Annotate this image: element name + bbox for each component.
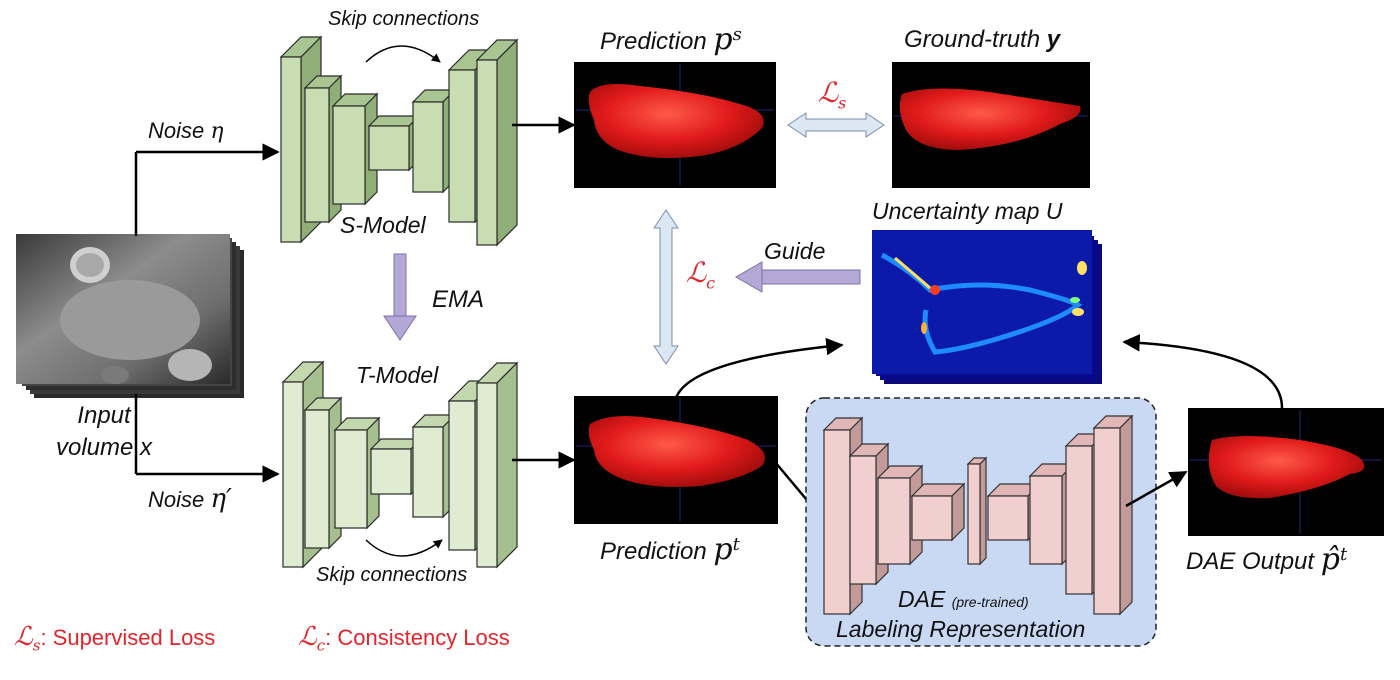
dae-label: DAE (pre-trained) [898,586,1029,613]
dae-note: (pre-trained) [951,594,1029,610]
ground-truth-text: Ground-truth [904,26,1041,53]
dae-output-to-uncertainty-arrow [1122,334,1284,409]
input-label-line2: volume x [55,434,153,461]
legend-supervised: ℒs: Supervised Loss [14,622,215,654]
legend-lc-symbol: ℒ [298,622,317,652]
loss-s-arrow [787,112,885,138]
noise-branches [134,143,280,483]
t-model-label: T-Model [356,362,439,388]
noise-top-symbol: η [210,119,224,144]
prediction-t-image [574,396,778,524]
prediction-to-uncertainty-arrow [674,337,844,399]
noise-top-text: Noise [148,118,205,143]
prediction-t-sup: t [732,534,740,555]
prediction-t-symbol: p [713,532,733,567]
legend-lc-sub: c [316,636,326,655]
s-model-network [279,35,519,247]
dae-caption: Labeling Representation [836,616,1086,642]
prediction-s-sup: s [732,24,742,45]
noise-top-label: Noise η [148,118,224,144]
loss-c-sub: c [706,273,716,293]
t-skip-label: Skip connections [316,564,468,586]
ground-truth-symbol: y [1046,26,1061,53]
prediction-s-text: Prediction [600,28,707,55]
dae-label-text: DAE [898,586,946,612]
ground-truth-image [892,62,1090,188]
dae-output-label: DAE Output p̂t [1186,542,1347,577]
s-skip-connection-arrow [365,45,441,63]
legend-ls-text: : Supervised Loss [40,625,216,650]
prediction-t-label: Prediction pt [600,532,740,567]
guide-label: Guide [764,238,826,264]
noise-bottom-symbol: η′ [210,484,232,514]
dae-output-symbol: p̂ [1320,542,1340,577]
legend-ls-sub: s [32,636,41,655]
dae-to-output-arrow [1125,470,1188,508]
t-block-7 [475,361,519,569]
s-block-4 [367,114,421,172]
prediction-s-image [574,62,776,188]
t-model-network [281,360,519,569]
noise-bottom-label: Noise η′ [148,484,232,514]
s-skip-label: Skip connections [328,8,480,30]
legend-lc-text: : Consistency Loss [325,625,510,650]
ema-label: EMA [432,286,485,313]
ground-truth-label: Ground-truth y [904,26,1060,54]
loss-c-symbol: ℒ [686,256,707,289]
s-block-7 [475,38,519,247]
noise-bottom-text: Noise [148,487,205,512]
ema-arrow [383,253,417,341]
input-volume [16,234,244,398]
input-label-line1: Input [77,402,131,429]
prediction-s-label: Prediction ps [600,22,742,57]
loss-s-symbol: ℒ [818,76,839,109]
dae-output-text: DAE Output [1186,548,1315,575]
input-volume-label: Input volume x [44,400,164,464]
dae-output-sup: t [1339,544,1348,565]
guide-arrow [734,261,861,293]
legend-consistency: ℒc: Consistency Loss [298,622,510,654]
prediction-t-text: Prediction [600,538,707,565]
loss-s-label: ℒs [818,76,846,113]
loss-c-label: ℒc [686,256,715,293]
dae-network [822,414,1134,616]
legend-ls-symbol: ℒ [14,622,33,652]
uncertainty-map-image [872,230,1102,384]
s-model-label: S-Model [340,212,426,238]
dae-output-image [1188,408,1384,536]
t-skip-connection-arrow [365,539,443,557]
prediction-s-symbol: p [713,22,733,57]
loss-c-arrow [653,209,679,365]
uncertainty-map-label: Uncertainty map U [872,198,1063,224]
loss-s-sub: s [838,93,847,113]
